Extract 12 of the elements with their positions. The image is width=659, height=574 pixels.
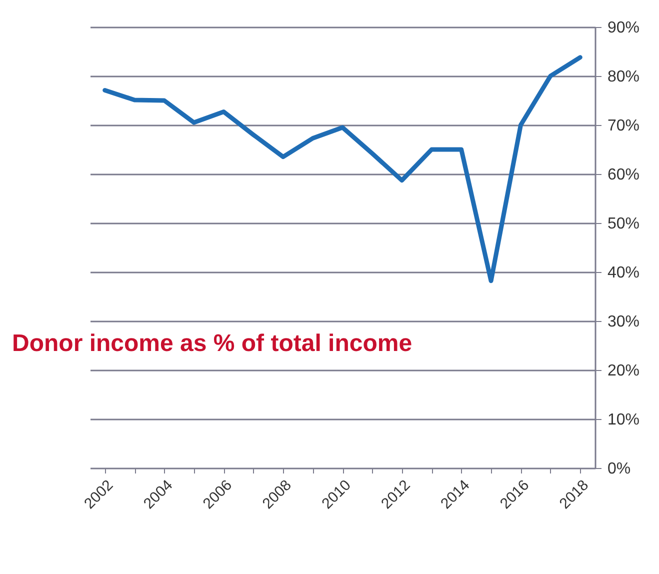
- y-tick-label: 90%: [608, 20, 640, 36]
- y-tick-label: 50%: [608, 216, 640, 232]
- y-tick-label: 30%: [608, 314, 640, 330]
- annotation: Donor income as % of total income: [12, 330, 412, 357]
- y-tick-label: 0%: [608, 460, 631, 478]
- line-series: [102, 55, 582, 284]
- y-tick-label: 70%: [608, 118, 640, 134]
- y-tick-label: 80%: [608, 68, 640, 86]
- y-tick-label: 60%: [608, 166, 640, 184]
- y-tick-label: 20%: [608, 362, 640, 380]
- y-tick-label: 40%: [608, 264, 640, 282]
- y-tick-label: 10%: [608, 412, 640, 428]
